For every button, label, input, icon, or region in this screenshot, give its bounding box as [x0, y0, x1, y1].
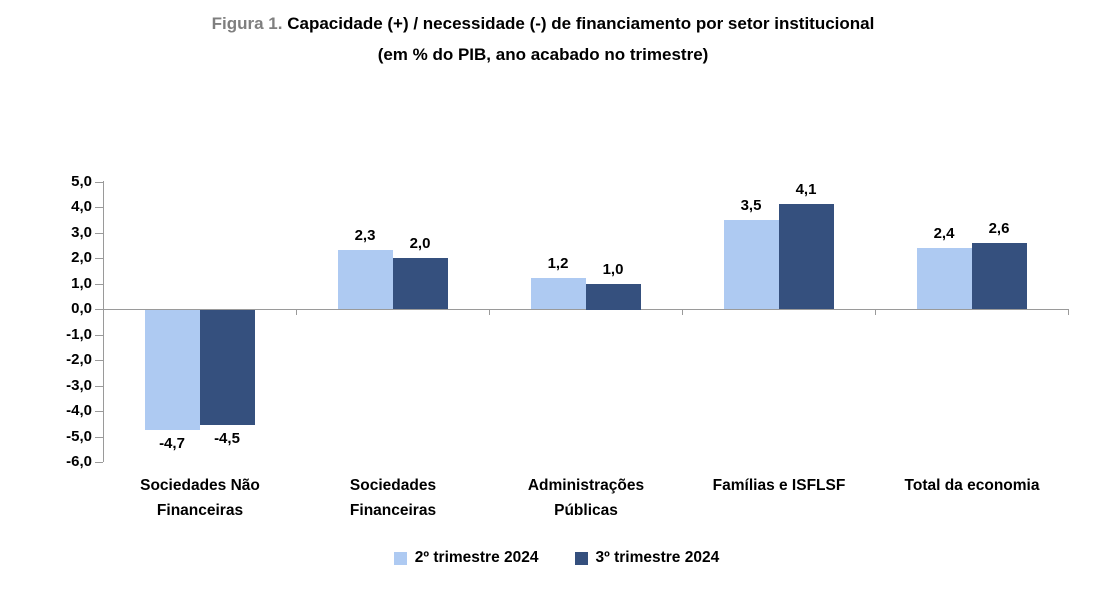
chart-title: Figura 1. Capacidade (+) / necessidade (… [0, 8, 1086, 39]
y-axis-label: -3,0 [66, 377, 92, 394]
y-axis-label: -6,0 [66, 453, 92, 470]
y-axis-tick [95, 309, 103, 310]
bar [199, 310, 255, 425]
legend-item-q2: 2º trimestre 2024 [393, 549, 539, 567]
y-axis-tick [95, 411, 103, 412]
bar [530, 278, 586, 310]
chart-subtitle: (em % do PIB, ano acabado no trimestre) [377, 45, 709, 64]
legend-label-q3: 3º trimestre 2024 [595, 549, 720, 566]
value-label: 2,6 [988, 220, 1010, 237]
x-axis-tick [682, 309, 683, 315]
y-axis-tick [95, 360, 103, 361]
legend-swatch-q3-icon [574, 551, 588, 565]
y-axis-label: 4,0 [71, 198, 92, 215]
bar [723, 219, 779, 309]
x-axis-tick [875, 309, 876, 315]
bar [144, 310, 200, 430]
y-axis-tick [95, 335, 103, 336]
value-label: 1,0 [602, 261, 624, 278]
x-axis-tick [1068, 309, 1069, 315]
y-axis-tick [95, 207, 103, 208]
category-label: Sociedades Não Financeiras [140, 477, 260, 519]
legend-item-q3: 3º trimestre 2024 [574, 549, 720, 567]
value-label: -4,7 [159, 435, 185, 452]
y-axis-label: -2,0 [66, 351, 92, 368]
category-label: Famílias e ISFLSF [712, 477, 846, 494]
y-axis-label: -4,0 [66, 402, 92, 419]
y-axis-tick [95, 182, 103, 183]
y-axis-tick [95, 284, 103, 285]
value-label: 2,0 [409, 235, 431, 252]
y-axis-label: -5,0 [66, 428, 92, 445]
y-axis-tick [95, 233, 103, 234]
chart-title-text: Capacidade (+) / necessidade (-) de fina… [287, 14, 875, 33]
y-axis-line [103, 181, 104, 462]
y-axis-label: 1,0 [71, 275, 92, 292]
bar [337, 250, 393, 310]
x-axis-tick [296, 309, 297, 315]
y-axis-label: 2,0 [71, 249, 92, 266]
category-label: Sociedades Financeiras [349, 477, 437, 519]
value-label: 4,1 [795, 181, 817, 198]
category-label: Administrações Públicas [527, 477, 645, 519]
value-label: 2,4 [933, 225, 955, 242]
legend-label-q2: 2º trimestre 2024 [414, 549, 539, 566]
figure-number: Figura 1. [211, 14, 283, 33]
bar [971, 242, 1027, 309]
legend: 2º trimestre 2024 3º trimestre 2024 [0, 549, 1113, 567]
y-axis-label: 5,0 [71, 173, 92, 190]
bar [585, 283, 641, 310]
legend-swatch-q2-icon [393, 551, 407, 565]
category-label: Total da economia [904, 477, 1040, 494]
bar [778, 204, 834, 310]
x-axis-tick [489, 309, 490, 315]
y-axis-tick [95, 462, 103, 463]
y-axis-label: -1,0 [66, 326, 92, 343]
y-axis-tick [95, 437, 103, 438]
y-axis-tick [95, 386, 103, 387]
bar [392, 258, 448, 309]
value-label: 3,5 [740, 197, 762, 214]
chart-title-block: Figura 1. Capacidade (+) / necessidade (… [0, 8, 1086, 70]
bar [916, 247, 972, 309]
y-axis-tick [95, 258, 103, 259]
value-label: 1,2 [547, 255, 569, 272]
x-axis-line [103, 309, 1068, 310]
value-label: -4,5 [214, 430, 240, 447]
y-axis-label: 3,0 [71, 224, 92, 241]
y-axis-label: 0,0 [71, 300, 92, 317]
value-label: 2,3 [354, 227, 376, 244]
